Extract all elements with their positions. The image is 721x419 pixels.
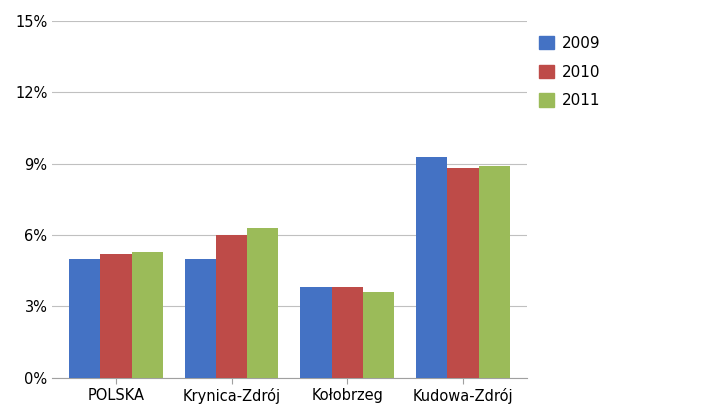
Bar (448, 168, 479, 378)
Bar (301, 287, 332, 378)
Bar (69, 259, 100, 378)
Bar (332, 287, 363, 378)
Bar (247, 228, 278, 378)
Bar (100, 254, 131, 378)
Bar (363, 292, 394, 378)
Bar (185, 259, 216, 378)
Bar (131, 251, 163, 378)
Legend: 2009, 2010, 2011: 2009, 2010, 2011 (539, 36, 601, 109)
Bar (479, 166, 510, 378)
Bar (416, 157, 448, 378)
Bar (216, 235, 247, 378)
